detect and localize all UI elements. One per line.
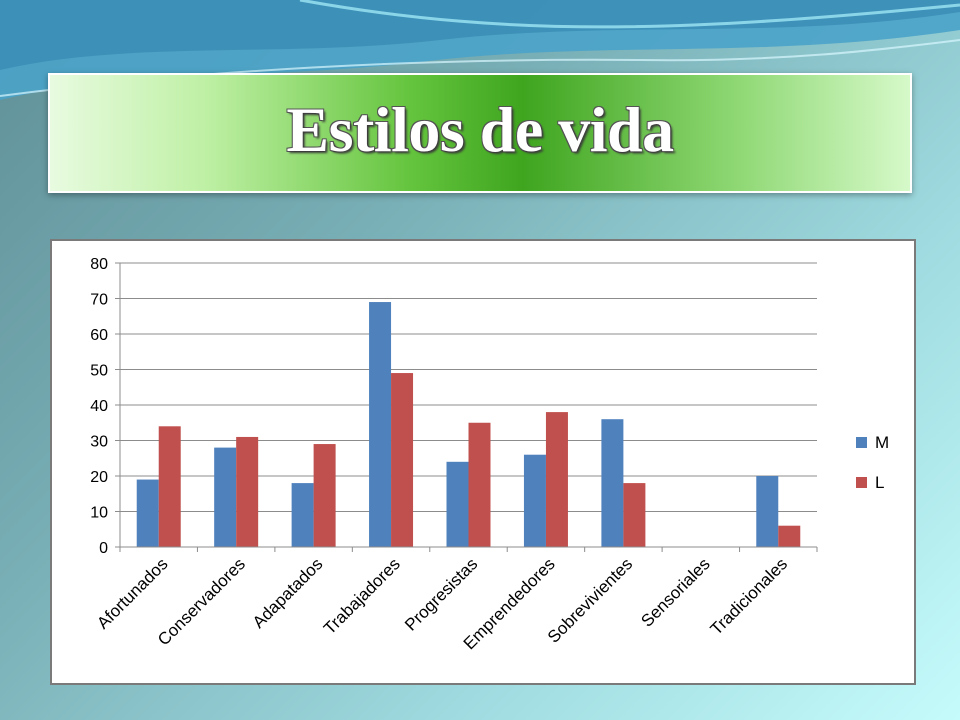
y-tick-label: 60	[90, 327, 108, 344]
x-category-label: Tradicionales	[707, 554, 791, 638]
bar-M-progresistas	[446, 461, 469, 547]
bar-L-trabajadores	[391, 373, 414, 547]
y-tick-label: 50	[90, 363, 108, 380]
bar-M-tradicionales	[756, 476, 779, 547]
y-tick-label: 0	[99, 540, 108, 557]
axes: 01020304050607080AfortunadosConservadore…	[90, 256, 818, 653]
bar-L-adapatados	[313, 444, 336, 547]
slide-title: Estilos de vida	[286, 94, 674, 165]
bar-M-conservadores	[214, 447, 237, 547]
x-category-label: Trabajadores	[320, 554, 404, 638]
x-category-label: Afortunados	[93, 554, 171, 632]
x-category-label: Sensoriales	[637, 554, 713, 630]
bar-L-progresistas	[468, 422, 491, 547]
bar-L-emprendedores	[545, 412, 568, 547]
bars	[136, 302, 801, 547]
bar-M-afortunados	[136, 479, 159, 547]
bar-M-trabajadores	[369, 302, 392, 547]
y-tick-label: 70	[90, 292, 108, 309]
x-category-label: Adapatados	[249, 554, 327, 632]
y-tick-label: 80	[90, 256, 108, 273]
y-tick-label: 40	[90, 398, 108, 415]
y-tick-label: 20	[90, 469, 108, 486]
bar-M-adapatados	[291, 483, 314, 547]
bar-L-afortunados	[158, 426, 181, 547]
legend-label: L	[875, 473, 884, 492]
legend-label: M	[875, 433, 889, 452]
title-banner: Estilos de vida	[48, 73, 912, 193]
bar-M-emprendedores	[523, 454, 546, 547]
chart-panel: 0 10 20 30 40 50 60 70 80 Afortunados Conservadore…	[50, 239, 916, 685]
bar-L-sobrevivientes	[623, 483, 646, 547]
y-tick-label: 10	[90, 505, 108, 522]
legend: ML	[856, 433, 889, 492]
legend-swatch-M	[856, 437, 867, 448]
y-tick-label: 30	[90, 434, 108, 451]
bar-chart: 01020304050607080AfortunadosConservadore…	[90, 256, 889, 653]
bar-L-conservadores	[236, 436, 259, 547]
bar-L-tradicionales	[778, 525, 801, 547]
bar-M-sobrevivientes	[601, 419, 624, 547]
legend-swatch-L	[856, 477, 867, 488]
x-category-label: Progresistas	[401, 554, 481, 634]
